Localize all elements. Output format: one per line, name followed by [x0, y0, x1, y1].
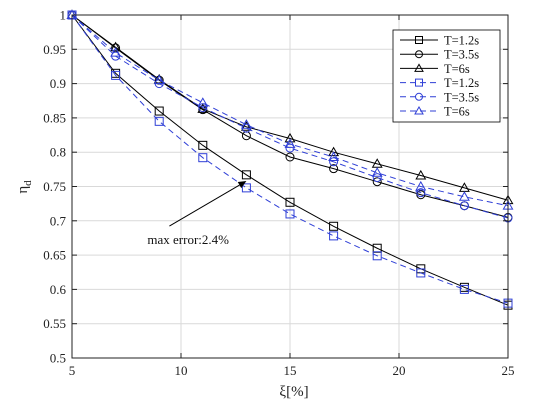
y-tick-label: 0.8: [50, 145, 66, 160]
data-point-triangle: [328, 151, 340, 161]
data-point-square: [241, 170, 251, 180]
data-point-square: [329, 221, 339, 231]
data-point-square: [285, 197, 295, 207]
data-point-circle: [459, 201, 469, 211]
y-tick-label: 0.7: [50, 213, 67, 228]
series-line: [71, 14, 509, 306]
data-point-circle: [416, 188, 426, 198]
data-point-triangle: [240, 121, 252, 131]
data-point-square: [111, 70, 121, 80]
data-point-triangle: [371, 167, 383, 177]
legend-entry-label: T=3.5s: [444, 90, 479, 104]
data-point-square: [416, 268, 426, 278]
data-point-triangle: [415, 180, 427, 191]
data-point-square: [415, 36, 423, 44]
data-point-triangle: [110, 41, 122, 52]
y-tick-label: 0.75: [43, 179, 66, 194]
x-axis-label: ξ[%]: [279, 384, 308, 400]
x-tick-label: 25: [502, 363, 515, 378]
data-point-triangle: [197, 97, 209, 107]
annotation: max error:2.4%: [147, 181, 247, 247]
data-point-triangle: [153, 74, 165, 85]
y-tick-label: 0.6: [50, 282, 67, 297]
annotation-text: max error:2.4%: [147, 232, 229, 247]
data-point-square: [198, 153, 208, 163]
x-tick-label: 15: [284, 363, 297, 378]
y-axis-label: ηd: [15, 180, 34, 194]
plot-frame: [71, 14, 509, 359]
data-point-triangle: [458, 191, 470, 201]
data-point-square: [329, 231, 339, 241]
data-point-triangle: [415, 169, 427, 180]
legend-entry-label: T=3.5s: [444, 48, 479, 62]
series-layer: [66, 9, 514, 310]
data-point-square: [459, 284, 469, 294]
data-point-triangle: [414, 105, 424, 115]
y-tick-label: 0.65: [43, 248, 66, 263]
data-point-square: [415, 78, 423, 87]
data-point-triangle: [328, 146, 340, 157]
y-tick-label: 1: [60, 8, 67, 23]
annotation-arrow-line: [169, 184, 240, 227]
data-point-square: [372, 251, 382, 261]
legend-entry-label: T=6s: [444, 105, 470, 119]
series-line: [71, 14, 509, 207]
data-point-square: [154, 106, 164, 116]
data-point-circle: [415, 50, 423, 59]
data-point-square: [198, 140, 208, 150]
y-axis-label-main: η: [15, 186, 31, 194]
data-point-triangle: [240, 119, 252, 129]
y-tick-label: 0.9: [50, 76, 66, 91]
legend-entry-label: T=1.2s: [444, 34, 479, 48]
axes: [71, 14, 509, 359]
data-point-circle: [415, 92, 423, 101]
y-tick-label: 0.85: [43, 110, 66, 125]
data-point-square: [241, 183, 251, 193]
legend: T=1.2sT=3.5sT=6sT=1.2sT=3.5sT=6s: [392, 29, 501, 123]
data-point-square: [154, 116, 164, 126]
x-tick-label: 20: [393, 363, 406, 378]
data-point-circle: [372, 173, 382, 183]
y-axis-label-subscript: d: [22, 180, 34, 186]
y-tick-label: 0.5: [50, 351, 66, 366]
data-point-circle: [372, 177, 382, 187]
y-tick-label: 0.55: [43, 316, 66, 331]
series-line: [71, 14, 509, 219]
x-tick-label: 5: [69, 363, 76, 378]
data-point-circle: [329, 157, 339, 167]
legend-box: [392, 29, 501, 123]
tick-labels: 5 10 15 20 25 0.5 0.55 0.6 0.65 0.7 0.75 0.8 0.85 0.9…: [43, 8, 514, 379]
data-point-circle: [329, 164, 339, 174]
data-point-square: [285, 209, 295, 219]
legend-entry-label: T=6s: [444, 62, 470, 76]
annotation-arrow-head: [237, 181, 247, 189]
x-tick-label: 10: [175, 363, 188, 378]
data-point-triangle: [110, 47, 122, 57]
series-line: [71, 14, 509, 218]
data-point-circle: [198, 103, 208, 113]
data-point-circle: [285, 152, 295, 162]
y-tick-label: 0.95: [43, 42, 66, 57]
data-point-triangle: [284, 132, 296, 143]
legend-entry-label: T=1.2s: [444, 76, 479, 90]
data-point-triangle: [414, 63, 424, 72]
data-point-triangle: [284, 138, 296, 148]
